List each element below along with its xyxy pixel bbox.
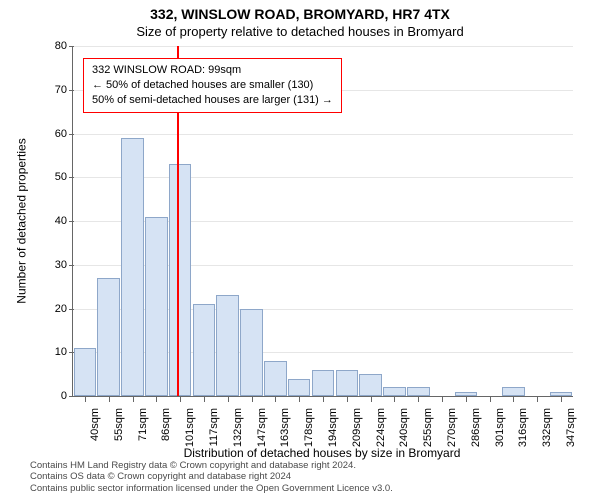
x-tick-label: 224sqm (375, 408, 387, 447)
y-axis-label: Number of detached properties (14, 46, 30, 396)
x-tick-label: 255sqm (422, 408, 434, 447)
x-tick-mark (513, 396, 514, 402)
x-tick-mark (347, 396, 348, 402)
x-tick-label: 86sqm (160, 408, 172, 441)
x-tick-mark (299, 396, 300, 402)
y-tick-label: 80 (55, 40, 73, 52)
y-tick-label: 20 (55, 303, 73, 315)
histogram-bar (359, 374, 382, 396)
x-tick-label: 55sqm (113, 408, 125, 441)
x-tick-mark (204, 396, 205, 402)
chart-title-main: 332, WINSLOW ROAD, BROMYARD, HR7 4TX (0, 6, 600, 22)
legend-line: 50% of semi-detached houses are larger (… (92, 93, 333, 108)
histogram-bar (193, 304, 216, 396)
x-tick-mark (442, 396, 443, 402)
legend-line: ← 50% of detached houses are smaller (13… (92, 78, 333, 93)
footer-line: Contains HM Land Registry data © Crown c… (30, 460, 393, 471)
x-tick-mark (418, 396, 419, 402)
histogram-bar (145, 217, 168, 396)
x-tick-mark (228, 396, 229, 402)
gridline (73, 177, 573, 178)
x-tick-mark (252, 396, 253, 402)
x-tick-label: 316sqm (517, 408, 529, 447)
x-tick-mark (371, 396, 372, 402)
histogram-bar (121, 138, 144, 396)
x-tick-label: 209sqm (351, 408, 363, 447)
gridline (73, 46, 573, 47)
x-tick-label: 147sqm (256, 408, 268, 447)
x-tick-label: 332sqm (541, 408, 553, 447)
x-tick-label: 194sqm (327, 408, 339, 447)
x-tick-label: 301sqm (494, 408, 506, 447)
x-tick-mark (394, 396, 395, 402)
x-tick-mark (561, 396, 562, 402)
histogram-bar (74, 348, 97, 396)
plot-area: 0102030405060708040sqm55sqm71sqm86sqm101… (72, 46, 572, 396)
gridline (73, 134, 573, 135)
x-tick-label: 178sqm (303, 408, 315, 447)
x-tick-label: 240sqm (398, 408, 410, 447)
x-tick-mark (466, 396, 467, 402)
histogram-bar (407, 387, 430, 396)
footer-line: Contains public sector information licen… (30, 483, 393, 494)
x-tick-label: 71sqm (137, 408, 149, 441)
footer-attribution: Contains HM Land Registry data © Crown c… (30, 460, 393, 494)
x-tick-mark (133, 396, 134, 402)
legend-line: 332 WINSLOW ROAD: 99sqm (92, 63, 333, 78)
x-tick-label: 163sqm (279, 408, 291, 447)
x-tick-mark (180, 396, 181, 402)
histogram-bar (264, 361, 287, 396)
histogram-bar (216, 295, 239, 396)
x-tick-mark (85, 396, 86, 402)
x-tick-label: 101sqm (184, 408, 196, 447)
x-tick-mark (156, 396, 157, 402)
x-tick-label: 40sqm (89, 408, 101, 441)
y-tick-label: 40 (55, 215, 73, 227)
y-tick-label: 60 (55, 128, 73, 140)
x-tick-mark (275, 396, 276, 402)
x-axis-label: Distribution of detached houses by size … (72, 446, 572, 460)
histogram-bar (312, 370, 335, 396)
x-tick-label: 270sqm (446, 408, 458, 447)
x-tick-label: 132sqm (232, 408, 244, 447)
y-tick-label: 30 (55, 259, 73, 271)
x-tick-mark (109, 396, 110, 402)
x-tick-mark (490, 396, 491, 402)
x-tick-label: 117sqm (208, 408, 220, 446)
histogram-bar (502, 387, 525, 396)
y-tick-label: 70 (55, 84, 73, 96)
x-tick-label: 286sqm (470, 408, 482, 447)
y-tick-label: 0 (61, 390, 73, 402)
footer-line: Contains OS data © Crown copyright and d… (30, 471, 393, 482)
histogram-bar (240, 309, 263, 397)
x-tick-mark (537, 396, 538, 402)
histogram-bar (169, 164, 192, 396)
x-tick-mark (323, 396, 324, 402)
y-tick-label: 10 (55, 346, 73, 358)
histogram-bar (97, 278, 120, 396)
histogram-bar (288, 379, 311, 397)
y-tick-label: 50 (55, 171, 73, 183)
chart-title-sub: Size of property relative to detached ho… (0, 24, 600, 39)
histogram-bar (336, 370, 359, 396)
histogram-bar (383, 387, 406, 396)
x-tick-label: 347sqm (565, 408, 577, 447)
legend-box: 332 WINSLOW ROAD: 99sqm← 50% of detached… (83, 58, 342, 113)
